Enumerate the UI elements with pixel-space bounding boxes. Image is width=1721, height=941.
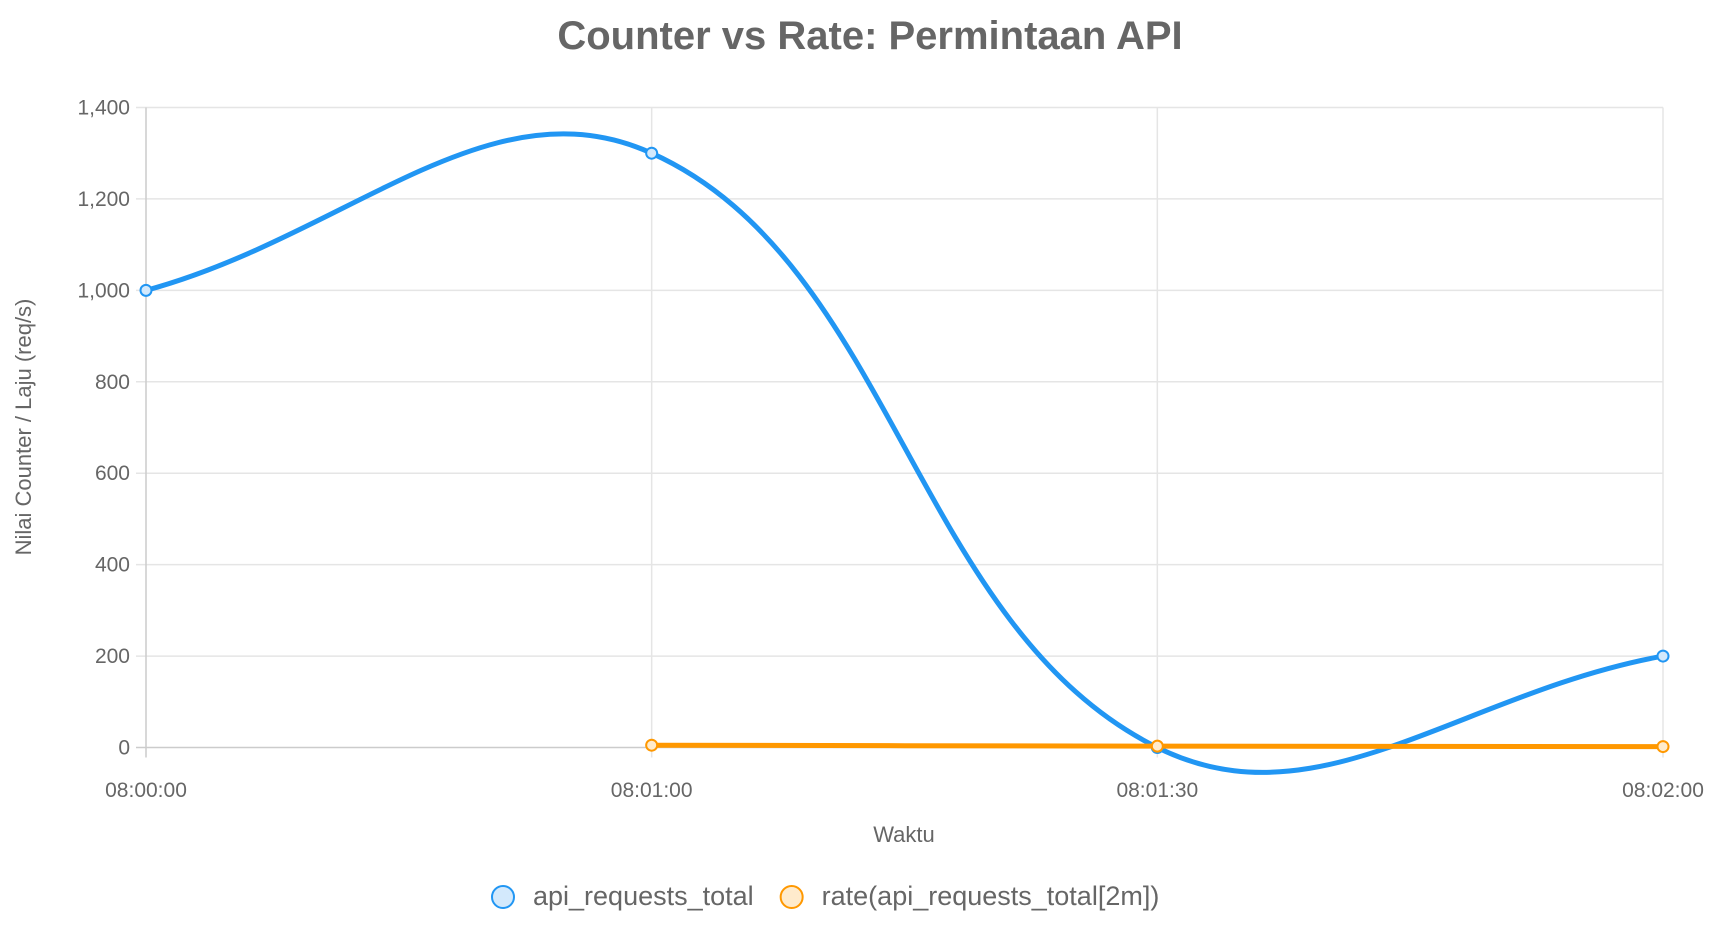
legend[interactable]: api_requests_total rate(api_requests_tota…	[491, 881, 1160, 911]
y-tick-label: 1,400	[77, 97, 130, 120]
y-axis-ticks: 0 200 400 600 800 1,000 1,200 1,400	[77, 97, 130, 760]
y-tick-label: 400	[95, 554, 130, 577]
grid	[136, 106, 1664, 758]
legend-item[interactable]: rate(api_requests_total[2m])	[779, 881, 1160, 911]
data-point[interactable]	[139, 283, 153, 297]
series-counter	[139, 131, 1670, 775]
x-tick-label: 08:01:00	[611, 779, 693, 802]
series-layer	[139, 131, 1670, 775]
data-point[interactable]	[645, 146, 659, 160]
x-tick-label: 08:01:30	[1116, 779, 1198, 802]
series-rate	[645, 738, 1670, 754]
chart-title: Counter vs Rate: Permintaan API	[557, 14, 1182, 58]
y-tick-label: 1,200	[77, 188, 130, 211]
legend-marker-icon	[491, 885, 515, 909]
legend-label: rate(api_requests_total[2m])	[822, 881, 1160, 911]
y-tick-label: 1,000	[77, 279, 130, 302]
x-tick-label: 08:00:00	[105, 779, 187, 802]
data-point[interactable]	[1150, 739, 1164, 753]
x-axis-ticks: 08:00:00 08:01:00 08:01:30 08:02:00	[105, 779, 1704, 802]
data-point[interactable]	[645, 738, 659, 752]
y-tick-label: 600	[95, 462, 130, 485]
y-tick-label: 0	[118, 737, 130, 760]
y-tick-label: 800	[95, 371, 130, 394]
data-point[interactable]	[1656, 649, 1670, 663]
y-axis-label: Nilai Counter / Laju (req/s)	[11, 299, 36, 556]
x-tick-label: 08:02:00	[1622, 779, 1704, 802]
x-axis-label: Waktu	[873, 822, 935, 847]
legend-marker-icon	[779, 885, 804, 909]
data-point[interactable]	[1656, 740, 1670, 754]
y-tick-label: 200	[95, 645, 130, 668]
legend-item[interactable]: api_requests_total	[491, 881, 754, 911]
series-line	[145, 131, 1664, 775]
legend-label: api_requests_total	[533, 881, 754, 911]
